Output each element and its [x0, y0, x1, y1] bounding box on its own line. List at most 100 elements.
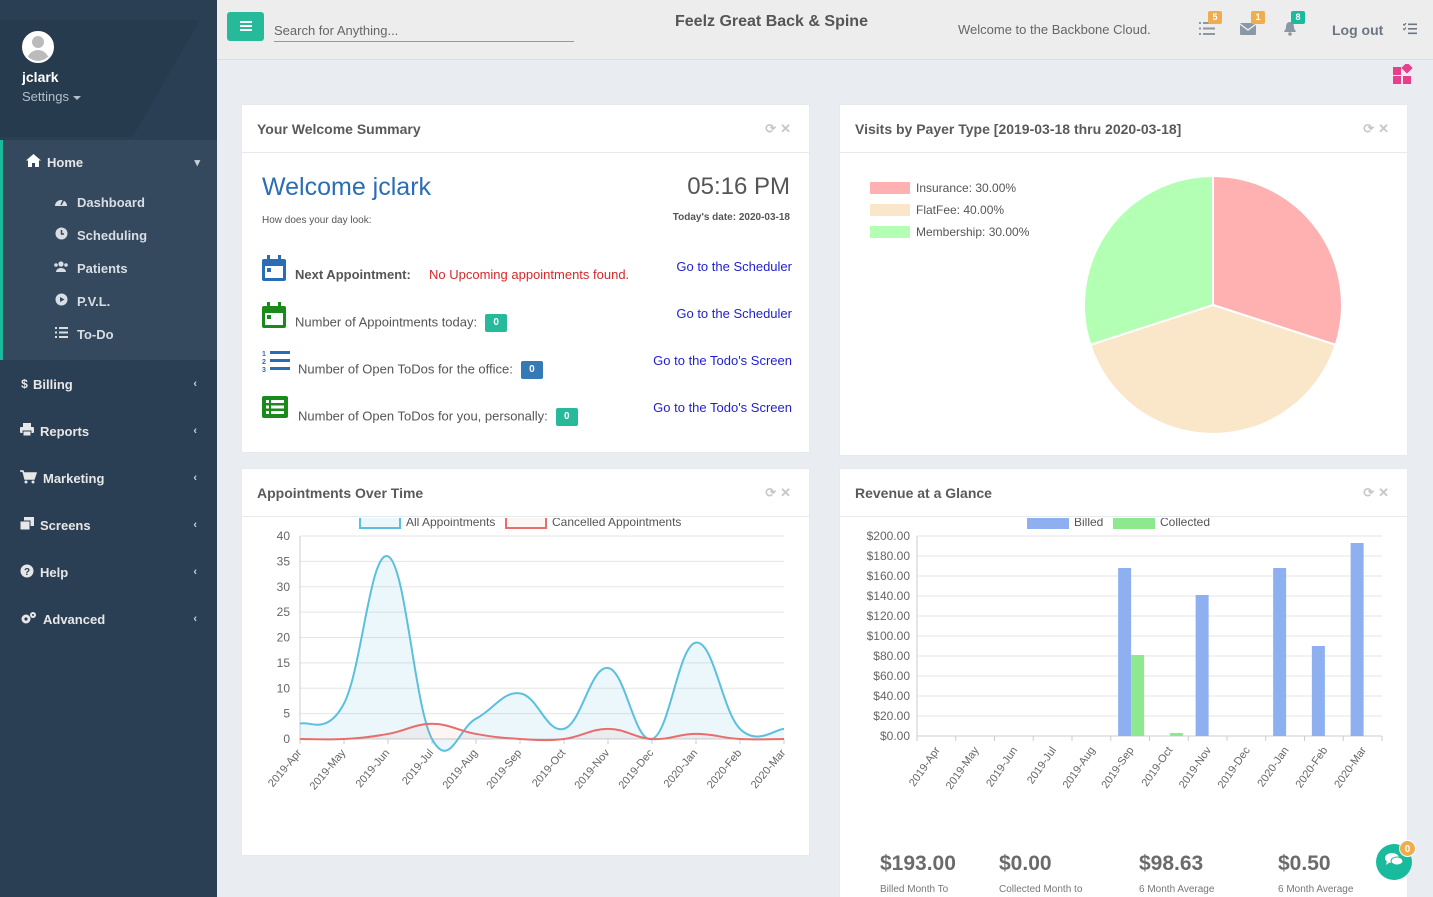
payer-pie-chart: Insurance: 30.00% FlatFee: 40.00% Membersh… [870, 174, 1343, 435]
scheduler-link[interactable]: Go to the Scheduler [676, 259, 792, 274]
sidebar-item-label: Scheduling [77, 227, 148, 243]
close-icon[interactable]: ✕ [780, 485, 795, 500]
refresh-icon[interactable]: ⟳ [1363, 485, 1379, 500]
cart-icon [20, 469, 38, 487]
chat-badge: 0 [1399, 840, 1416, 857]
bar-collected [1131, 655, 1145, 736]
widget-layout-icon[interactable] [1393, 62, 1413, 84]
sidebar-item-reports[interactable]: Reports ‹ [20, 420, 217, 442]
legend-label: All Appointments [406, 518, 495, 529]
alerts-badge: 8 [1291, 11, 1305, 24]
bars-icon [239, 18, 252, 35]
x-tick-label: 2019-Jul [400, 747, 436, 787]
legend-label: FlatFee: 40.00% [916, 203, 1004, 217]
menu-toggle-button[interactable] [227, 12, 264, 41]
tasks-list-icon[interactable] [1198, 22, 1216, 38]
y-tick-label: $160.00 [867, 569, 911, 583]
username: jclark [22, 69, 59, 85]
office-todos-label: Number of Open ToDos for the office: 0 [298, 361, 543, 379]
x-tick-label: 2019-Jul [1025, 745, 1059, 786]
sidebar-item-advanced[interactable]: Advanced ‹ [20, 608, 217, 630]
x-tick-label: 2020-Mar [1332, 745, 1369, 791]
refresh-icon[interactable]: ⟳ [1363, 121, 1379, 136]
sidebar-item-screens[interactable]: Screens ‹ [19, 514, 217, 536]
sidebar-item-billing[interactable]: $ Billing ‹ [20, 373, 217, 395]
bell-icon[interactable] [1281, 22, 1299, 38]
sidebar-item-label: Dashboard [77, 194, 145, 210]
x-tick-label: 2019-Dec [616, 747, 656, 792]
close-icon[interactable]: ✕ [780, 121, 795, 136]
settings-dropdown[interactable]: Settings [22, 89, 81, 104]
chevron-left-icon: ‹ [193, 472, 197, 484]
x-tick-label: 2019-Aug [1061, 745, 1098, 791]
search-input[interactable] [274, 20, 574, 42]
stat-value: $0.00 [999, 852, 1052, 875]
y-tick-label: 35 [277, 554, 291, 568]
play-circle-icon [53, 293, 69, 309]
print-icon [20, 423, 34, 439]
x-tick-label: 2019-Oct [1140, 745, 1176, 789]
y-tick-label: $40.00 [873, 689, 910, 703]
appointments-over-time-panel: Appointments Over Time ⟳✕ 0 5 10 15 20 25 30 35… [241, 468, 810, 856]
sidebar-item-pvl[interactable]: P.V.L. [53, 291, 110, 311]
list-alt-icon [262, 396, 288, 422]
bar-billed [1311, 646, 1325, 736]
current-time: 05:16 PM [687, 173, 790, 200]
x-tick-label: 2019-Aug [440, 747, 480, 791]
refresh-icon[interactable]: ⟳ [765, 485, 781, 500]
sidebar-item-dashboard[interactable]: Dashboard [53, 192, 145, 212]
legend-swatch [870, 182, 910, 194]
payer-type-panel: Visits by Payer Type [2019-03-18 thru 20… [839, 104, 1408, 456]
refresh-icon[interactable]: ⟳ [765, 121, 781, 136]
tasks-check-icon[interactable] [1402, 22, 1417, 38]
y-tick-label: 20 [277, 631, 291, 645]
y-tick-label: 25 [277, 605, 291, 619]
sidebar-item-label: Billing [33, 376, 73, 392]
question-icon: ? [20, 564, 34, 581]
chevron-left-icon: ‹ [193, 566, 197, 578]
settings-label: Settings [22, 89, 69, 104]
y-tick-label: $180.00 [867, 549, 911, 563]
sidebar-item-label: Home [47, 154, 84, 170]
appointments-today-row: Number of Appointments today: 0 Go to the… [262, 302, 792, 332]
appointments-today-text: Number of Appointments today: [295, 314, 478, 330]
pie-slice-membership [1083, 174, 1214, 347]
y-tick-label: $60.00 [873, 669, 910, 683]
sidebar-item-marketing[interactable]: Marketing ‹ [20, 467, 217, 489]
appointments-today-count: 0 [485, 314, 508, 332]
profile-block: jclark Settings [0, 0, 217, 137]
stat-label: Collected Month to [999, 884, 1083, 895]
chevron-left-icon: ‹ [193, 425, 197, 437]
scheduler-link[interactable]: Go to the Scheduler [676, 306, 792, 321]
envelope-icon[interactable] [1239, 22, 1257, 38]
todo-screen-link[interactable]: Go to the Todo's Screen [653, 400, 792, 415]
avatar[interactable] [22, 31, 54, 63]
dollar-icon: $ [21, 377, 28, 391]
svg-text:?: ? [24, 567, 30, 578]
next-appointment-row: Next Appointment: No Upcoming appointmen… [262, 255, 792, 285]
sidebar-item-patients[interactable]: Patients [53, 258, 128, 278]
logout-link[interactable]: Log out [1332, 22, 1384, 38]
x-tick-label: 2019-Sep [484, 747, 524, 791]
x-tick-label: 2020-Jan [662, 747, 701, 790]
close-icon[interactable]: ✕ [1378, 485, 1393, 500]
x-tick-label: 2020-Feb [705, 747, 744, 791]
bar-billed [1118, 568, 1132, 736]
close-icon[interactable]: ✕ [1378, 121, 1393, 136]
x-tick-label: 2019-Jun [984, 745, 1020, 789]
sidebar-item-label: Reports [40, 423, 90, 439]
sidebar-item-help[interactable]: ? Help ‹ [20, 561, 217, 583]
sidebar-item-label: Marketing [43, 470, 105, 486]
todo-screen-link[interactable]: Go to the Todo's Screen [653, 353, 792, 368]
x-tick-label: 2020-Jan [1255, 745, 1291, 789]
x-tick-label: 2019-Dec [1216, 744, 1253, 790]
stat-value: $98.63 [1139, 852, 1204, 875]
list-icon [53, 327, 69, 341]
chevron-left-icon: ‹ [193, 613, 197, 625]
sidebar-item-scheduling[interactable]: Scheduling [53, 225, 147, 245]
x-tick-label: 2019-Oct [530, 747, 568, 789]
bar-billed [1273, 568, 1287, 736]
sidebar-item-label: Help [40, 564, 69, 580]
sidebar-item-todo[interactable]: To-Do [53, 324, 114, 344]
sidebar-item-home[interactable]: Home ▾ [25, 151, 220, 173]
